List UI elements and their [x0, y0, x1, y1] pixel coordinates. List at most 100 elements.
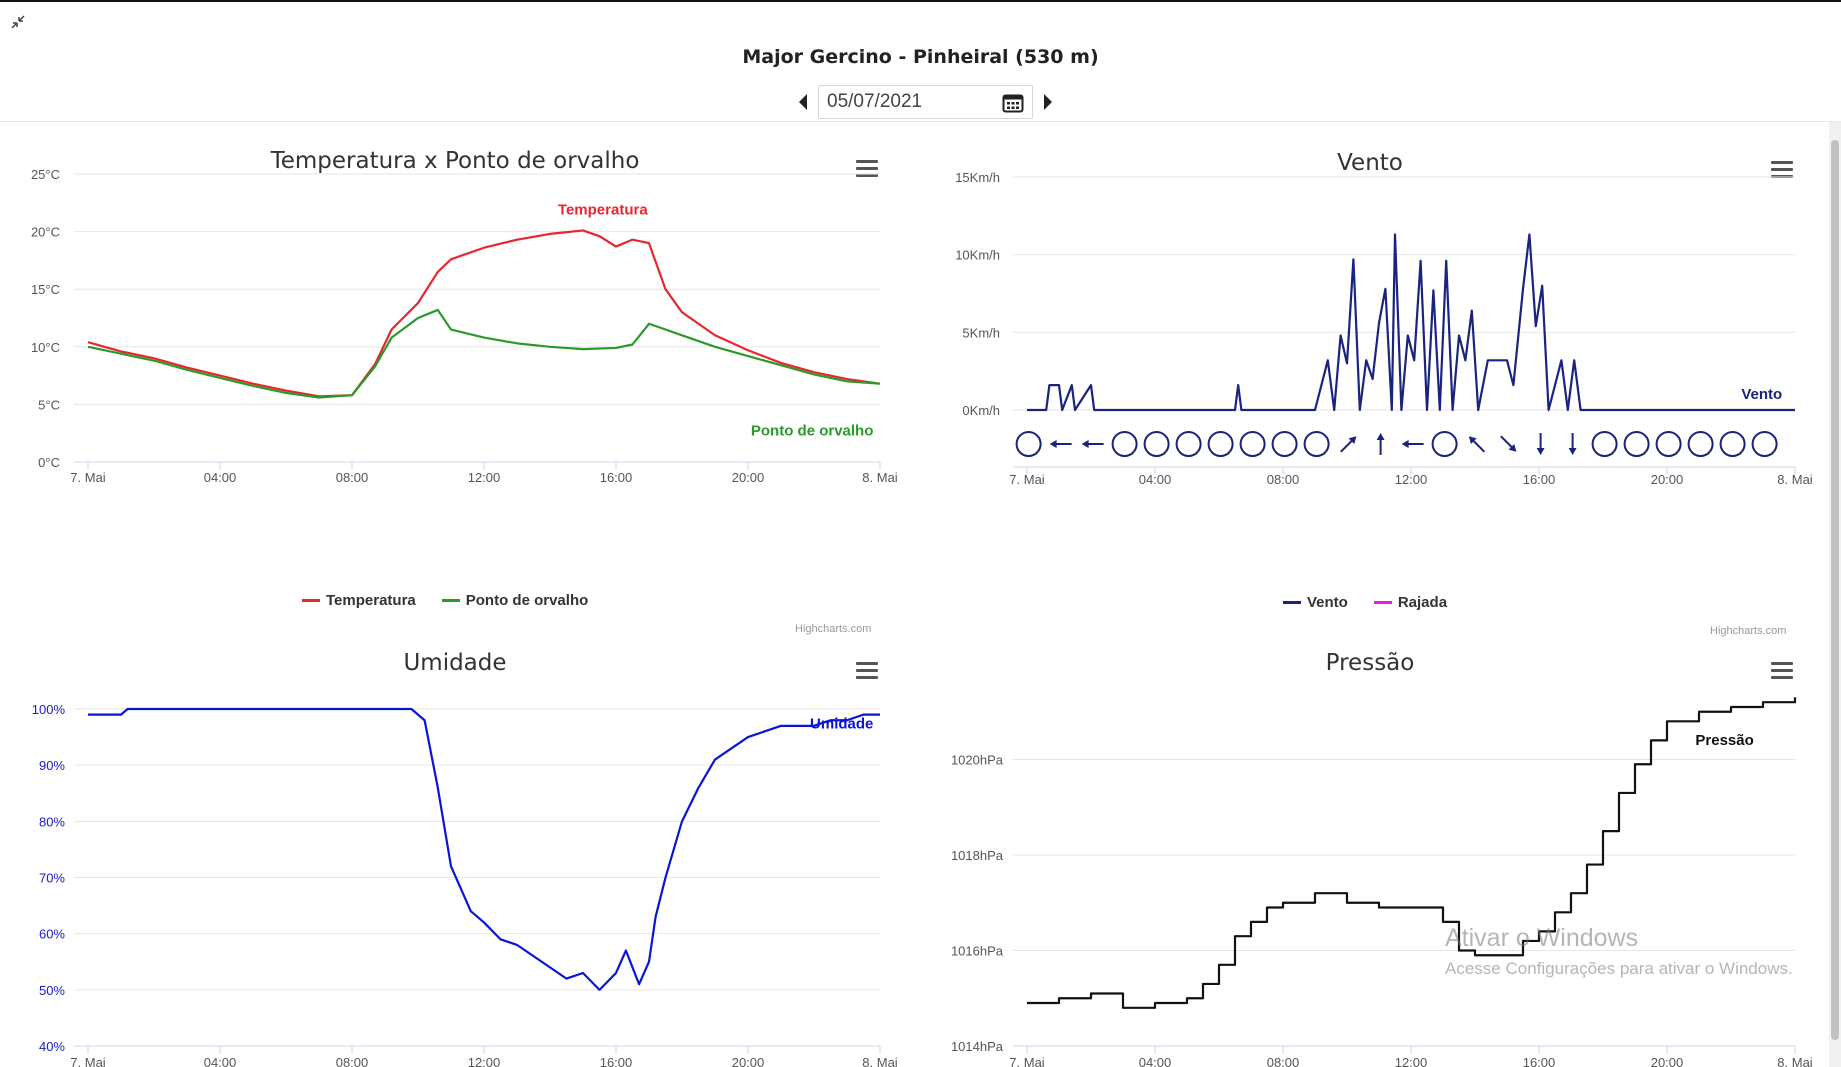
wind-calm-icon: [1271, 431, 1298, 457]
temperature-plot: 0°C 5°C 10°C 15°C 20°C 25°C 7. Mai 04:00 08:00 12…: [31, 167, 898, 485]
calendar-icon[interactable]: [1002, 92, 1024, 118]
series-line-1[interactable]: [88, 707, 880, 991]
x-tick-label: 04:00: [204, 1055, 237, 1067]
y-tick-label: 1014hPa: [951, 1039, 1004, 1054]
wind-calm-icon: [1431, 431, 1458, 457]
chart-title: Umidade: [403, 650, 507, 676]
x-tick-label: 12:00: [468, 1055, 501, 1067]
wind-calm-icon: [1751, 431, 1778, 457]
x-tick-label: 16:00: [1523, 1055, 1556, 1067]
x-tick-label: 20:00: [1651, 1055, 1684, 1067]
chart-title: Pressão: [1325, 650, 1415, 676]
chart-title: Temperatura x Ponto de orvalho: [270, 148, 640, 174]
y-tick-label: 80%: [39, 814, 65, 829]
legend-label: Rajada: [1397, 594, 1448, 611]
next-day-arrow-icon[interactable]: [1041, 92, 1055, 112]
y-tick-label: 60%: [39, 927, 65, 942]
x-tick-label: 04:00: [1139, 472, 1172, 487]
wind-calm-icon: [1687, 431, 1714, 457]
series-label: Umidade: [810, 716, 873, 733]
pressure-chart: Pressão 1014hPa 1016hPa 1018hPa 1020hPa 7. M…: [915, 642, 1825, 1067]
wind-calm-icon: [1143, 431, 1170, 457]
series-line-1[interactable]: [87, 229, 881, 398]
station-title: Major Gercino - Pinheiral (530 m): [742, 46, 1099, 68]
chart-menu-icon[interactable]: [856, 662, 878, 680]
chart-menu-icon[interactable]: [856, 160, 878, 178]
x-tick-label: 7. Mai: [70, 1055, 106, 1067]
wind-direction-arrow-icon: [1468, 436, 1486, 453]
x-tick-label: 20:00: [732, 470, 765, 485]
date-value: 05/07/2021: [827, 91, 923, 112]
wind-direction-arrow-icon: [1500, 435, 1517, 452]
wind-direction-arrow-icon: [1081, 440, 1104, 448]
x-tick-label: 08:00: [336, 470, 369, 485]
collapse-icon[interactable]: [10, 14, 28, 32]
wind-direction-arrow-icon: [1049, 440, 1072, 448]
series-line-2[interactable]: [87, 308, 881, 399]
series-line-1[interactable]: [1027, 697, 1797, 1009]
x-tick-label: 16:00: [600, 1055, 633, 1067]
x-tick-label: 16:00: [1523, 472, 1556, 487]
y-tick-label: 0Km/h: [962, 403, 1000, 418]
legend-item-vento[interactable]: Vento: [1283, 594, 1348, 611]
x-tick-label: 08:00: [1267, 1055, 1300, 1067]
windows-activation-hint: Acesse Configurações para ativar o Windo…: [1445, 959, 1793, 978]
wind-direction-arrow-icon: [1568, 433, 1577, 455]
legend-item-ponto-de-orvalho[interactable]: Ponto de orvalho: [441, 592, 589, 609]
x-tick-label: 20:00: [732, 1055, 765, 1067]
y-tick-label: 0°C: [38, 455, 60, 470]
x-tick-label: 8. Mai: [1777, 472, 1813, 487]
x-tick-label: 04:00: [1139, 1055, 1172, 1067]
legend-item-temperatura[interactable]: Temperatura: [302, 592, 416, 609]
y-tick-label: 100%: [32, 702, 66, 717]
x-tick-label: 12:00: [1395, 1055, 1428, 1067]
legend-label: Temperatura: [326, 592, 416, 609]
wind-direction-arrow-icon: [1401, 440, 1424, 448]
previous-day-arrow-icon[interactable]: [796, 92, 810, 112]
y-tick-label: 1018hPa: [951, 848, 1004, 863]
y-tick-label: 50%: [39, 983, 65, 998]
wind-direction-arrow-icon: [1536, 433, 1545, 455]
y-tick-label: 10Km/h: [955, 248, 1000, 263]
wind-calm-icon: [1175, 431, 1202, 457]
y-tick-label: 20°C: [31, 225, 60, 240]
x-tick-label: 12:00: [1395, 472, 1428, 487]
y-tick-label: 1016hPa: [951, 944, 1004, 959]
y-tick-label: 1020hPa: [951, 753, 1004, 768]
scrollbar-thumb[interactable]: [1831, 140, 1839, 1040]
x-tick-label: 8. Mai: [862, 470, 898, 485]
wind-chart: Vento 0Km/h 5Km/h 10Km/h 15Km/h 7. Mai 04:00 0…: [915, 122, 1825, 642]
series-label: Temperatura: [558, 201, 648, 218]
page-scrollbar[interactable]: [1829, 122, 1841, 1067]
y-tick-label: 70%: [39, 871, 65, 886]
x-tick-label: 04:00: [204, 470, 237, 485]
x-tick-label: 08:00: [1267, 472, 1300, 487]
wind-direction-arrow-icon: [1340, 436, 1357, 453]
x-tick-label: 12:00: [468, 470, 501, 485]
x-tick-label: 8. Mai: [862, 1055, 898, 1067]
highcharts-credits[interactable]: Highcharts.com: [1710, 625, 1787, 637]
wind-calm-icon: [1623, 431, 1650, 457]
wind-calm-icon: [1591, 431, 1618, 457]
wind-direction-arrow-icon: [1376, 433, 1385, 455]
highcharts-credits[interactable]: Highcharts.com: [795, 623, 872, 635]
y-tick-label: 10°C: [31, 340, 60, 355]
humidity-plot: 40% 50% 60% 70% 80% 90% 100% 7. Mai 04:00 08:00 12…: [32, 702, 898, 1067]
legend-label: Vento: [1307, 594, 1348, 611]
y-tick-label: 90%: [39, 758, 65, 773]
wind-calm-icon: [1239, 431, 1266, 457]
y-tick-label: 40%: [39, 1039, 65, 1054]
y-tick-label: 15Km/h: [955, 170, 1000, 185]
date-input[interactable]: 05/07/2021: [818, 85, 1033, 119]
chart-menu-icon[interactable]: [1771, 662, 1793, 680]
legend-item-rajada[interactable]: Rajada: [1373, 594, 1448, 611]
series-line-1[interactable]: [1027, 233, 1795, 412]
wind-calm-icon: [1719, 431, 1746, 457]
series-label: Pressão: [1695, 732, 1753, 749]
x-tick-label: 7. Mai: [1009, 1055, 1045, 1067]
wind-calm-icon: [1655, 431, 1682, 457]
legend-label: Ponto de orvalho: [465, 592, 589, 609]
wind-calm-icon: [1111, 431, 1138, 457]
y-tick-label: 15°C: [31, 282, 60, 297]
date-navigator: 05/07/2021: [796, 85, 1055, 119]
